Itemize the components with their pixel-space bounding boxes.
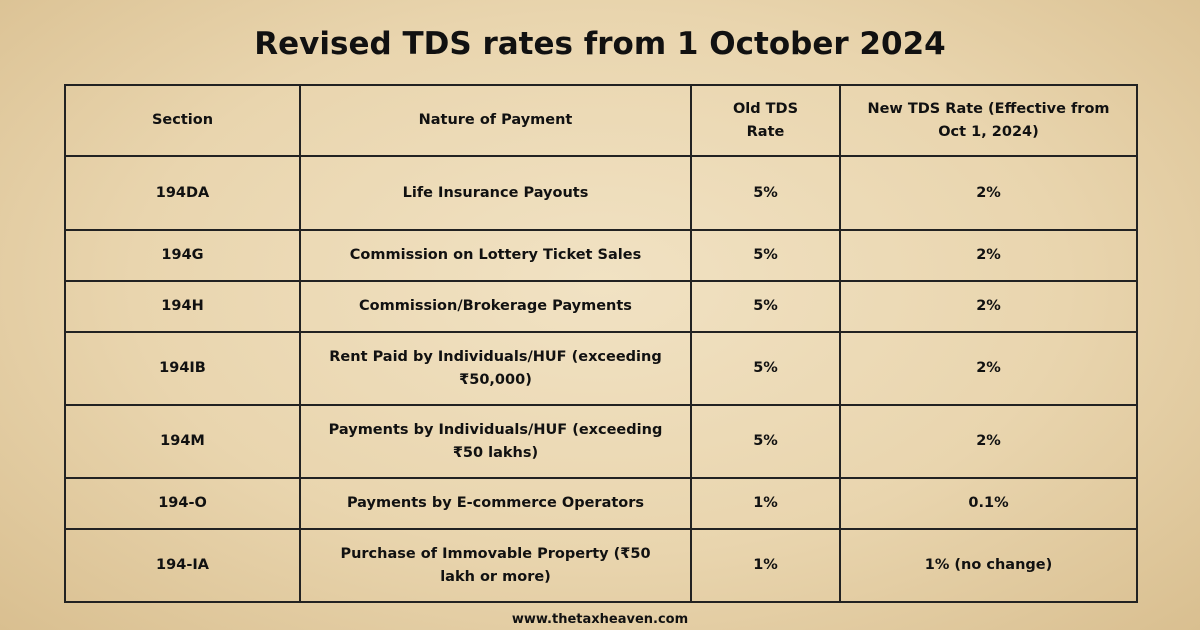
table-row: 194M Payments by Individuals/HUF (exceedi… xyxy=(64,404,1138,479)
table-cell: 194G xyxy=(64,229,301,282)
table-cell: 194-O xyxy=(64,477,301,530)
title: Revised TDS rates from 1 October 2024 xyxy=(254,26,946,62)
table-row: 194-IA Purchase of Immovable Property (₹5… xyxy=(64,528,1138,603)
table-row: 194G Commission on Lottery Ticket Sales 5%… xyxy=(64,229,1138,282)
table-cell: Payments by Individuals/HUF (exceeding ₹… xyxy=(299,404,692,479)
table-cell: 194H xyxy=(64,280,301,333)
table-cell: 2% xyxy=(839,280,1138,333)
table-row: 194H Commission/Brokerage Payments 5% 2% xyxy=(64,280,1138,333)
table-cell: Purchase of Immovable Property (₹50 lakh… xyxy=(299,528,692,603)
table-cell: Life Insurance Payouts xyxy=(299,155,692,231)
table-cell: Commission/Brokerage Payments xyxy=(299,280,692,333)
table-row: 194-O Payments by E-commerce Operators 1% 0… xyxy=(64,477,1138,530)
table-cell: 2% xyxy=(839,404,1138,479)
header-cell: Section xyxy=(64,84,301,157)
table-cell: 194IB xyxy=(64,331,301,406)
header-cell: Old TDS Rate xyxy=(690,84,841,157)
table-cell: 5% xyxy=(690,404,841,479)
table-row: 194IB Rent Paid by Individuals/HUF (excee… xyxy=(64,331,1138,406)
table-cell: Commission on Lottery Ticket Sales xyxy=(299,229,692,282)
table-cell: 1% xyxy=(690,477,841,530)
header-row: Section Nature of Payment Old TDS Rate New … xyxy=(64,84,1138,157)
table-row: 194DA Life Insurance Payouts 5% 2% xyxy=(64,155,1138,231)
table-cell: 2% xyxy=(839,331,1138,406)
header-cell: New TDS Rate (Effective from Oct 1, 2024… xyxy=(839,84,1138,157)
table-body: 194DA Life Insurance Payouts 5% 2% 194G Commi… xyxy=(64,155,1138,603)
table-cell: 194DA xyxy=(64,155,301,231)
table-cell: 1% xyxy=(690,528,841,603)
table-cell: 5% xyxy=(690,229,841,282)
footer: www.thetaxheaven.com xyxy=(511,612,689,627)
table-cell: 2% xyxy=(839,229,1138,282)
table-cell: 5% xyxy=(690,331,841,406)
table-cell: Payments by E-commerce Operators xyxy=(299,477,692,530)
tds-table: Section Nature of Payment Old TDS Rate New … xyxy=(64,84,1138,603)
table-cell: 1% (no change) xyxy=(839,528,1138,603)
table-cell: 194M xyxy=(64,404,301,479)
table-cell: Rent Paid by Individuals/HUF (exceeding … xyxy=(299,331,692,406)
table-cell: 2% xyxy=(839,155,1138,231)
table-cell: 0.1% xyxy=(839,477,1138,530)
header-cell: Nature of Payment xyxy=(299,84,692,157)
table-cell: 5% xyxy=(690,155,841,231)
table-cell: 5% xyxy=(690,280,841,333)
table-cell: 194-IA xyxy=(64,528,301,603)
